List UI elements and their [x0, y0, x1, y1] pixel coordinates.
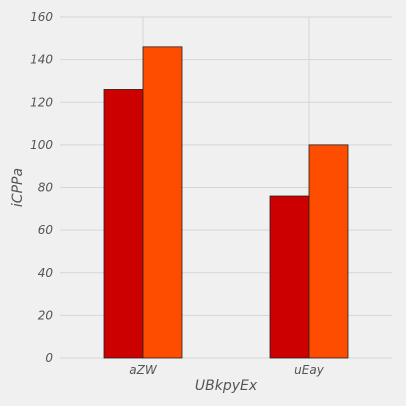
y-axis-title: iCPPa	[10, 168, 26, 207]
y-tick-label: 40	[38, 266, 54, 280]
bars	[103, 46, 349, 359]
y-tick-label: 140	[30, 53, 53, 67]
x-axis-title: UBkpyEx	[195, 378, 258, 394]
y-tick-label: 80	[38, 181, 54, 195]
y-tick-label: 20	[38, 308, 54, 322]
bar-uEay-series-2	[308, 144, 349, 359]
y-tick-label: 120	[30, 95, 53, 109]
y-tick-label: 160	[30, 10, 53, 24]
y-tick-label: 100	[30, 138, 53, 152]
x-tick-labels: aZW uEay	[129, 363, 324, 377]
x-tick-label: uEay	[294, 363, 325, 377]
bar-uEay-series-1	[269, 195, 310, 359]
bar-aZW-series-1	[103, 89, 144, 359]
x-tick-label: aZW	[129, 363, 158, 377]
y-tick-labels: 0 20 40 60 80 100 120 140 160	[30, 10, 53, 365]
y-tick-label: 0	[45, 351, 53, 365]
y-tick-label: 60	[38, 223, 54, 237]
bar-aZW-series-2	[142, 46, 183, 359]
